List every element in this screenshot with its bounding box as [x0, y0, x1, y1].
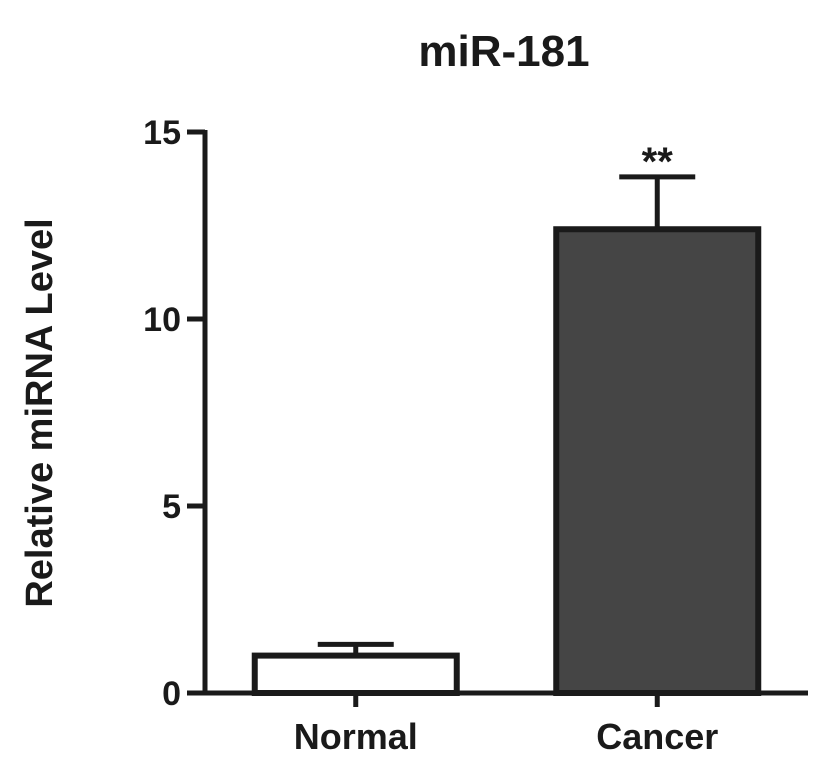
- y-tick-label: 0: [162, 675, 181, 713]
- y-axis-ticks: 0 5 10 15: [143, 114, 205, 713]
- significance-marker: **: [642, 140, 674, 184]
- bar: [251, 652, 460, 696]
- y-tick-label: 10: [143, 301, 181, 339]
- x-axis-ticks: Normal Cancer: [294, 693, 718, 757]
- y-axis-label: Relative miRNA Level: [19, 218, 61, 607]
- x-tick-label: Cancer: [596, 716, 718, 757]
- bars: **: [251, 140, 762, 697]
- y-tick-label: 15: [143, 114, 181, 152]
- y-tick-label: 5: [162, 488, 181, 526]
- bar: [553, 226, 762, 697]
- x-tick-label: Normal: [294, 716, 418, 757]
- chart-title: miR-181: [418, 27, 589, 76]
